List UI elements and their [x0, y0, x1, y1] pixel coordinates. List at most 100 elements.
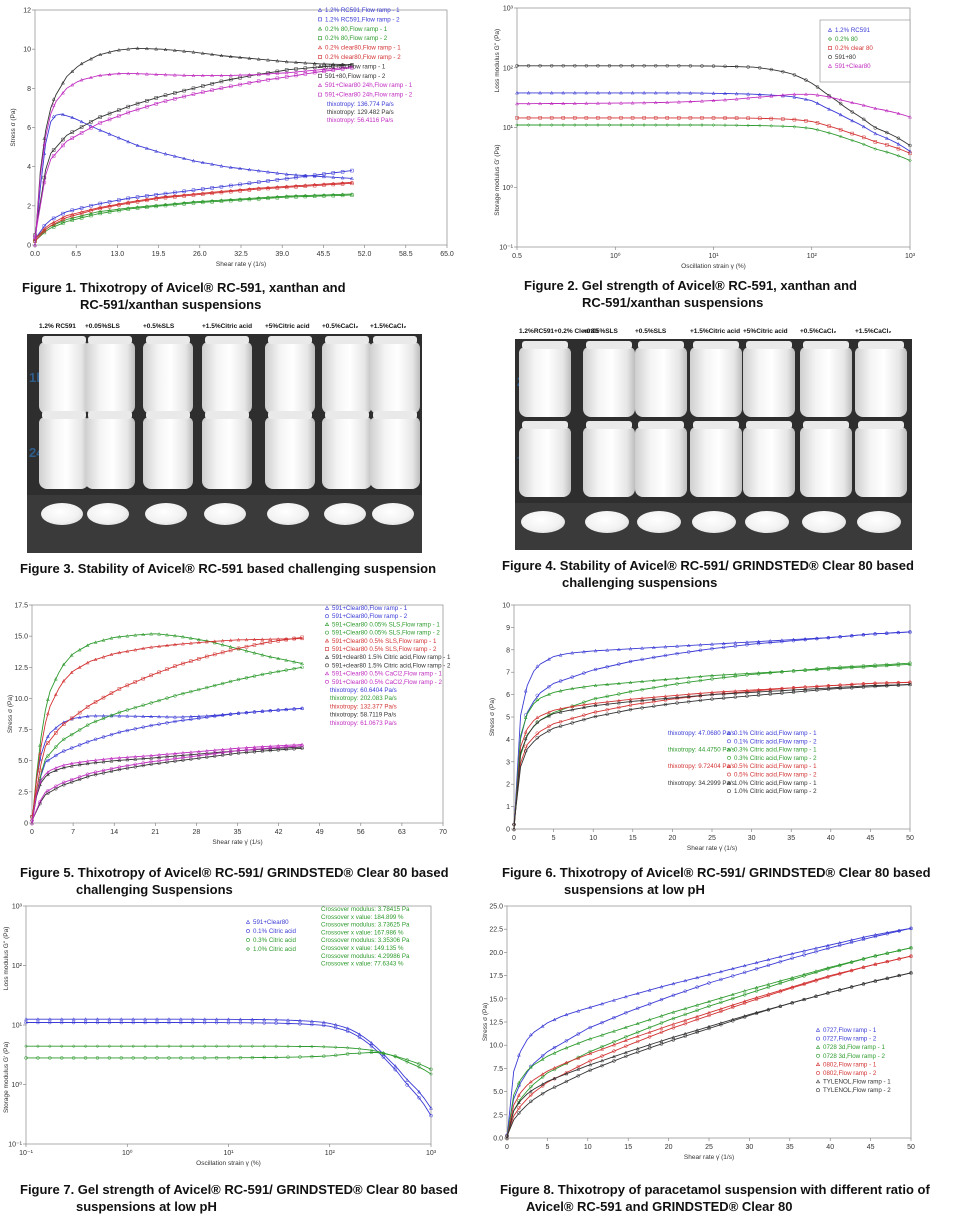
data-point — [181, 691, 185, 696]
data-point — [517, 1111, 521, 1115]
annotation-text: Crossover x value: 184.899 % — [321, 914, 404, 921]
data-point — [850, 664, 854, 669]
figure-8-chart: 0 5 10 15 20 25 30 35 40 45 50 0.0 2.5 5.0 7.5 10.0 12.5… — [482, 898, 932, 1173]
data-point — [849, 960, 854, 965]
data-point — [624, 1011, 628, 1015]
data-point — [181, 641, 185, 646]
data-point — [814, 949, 818, 954]
legend-marker — [318, 92, 322, 97]
data-point — [826, 946, 830, 951]
legend-entry: 591+80,Flow ramp - 1 — [325, 63, 386, 70]
data-point — [228, 84, 233, 89]
data-point — [686, 695, 691, 699]
data-point — [653, 123, 658, 127]
data-point — [143, 1017, 148, 1021]
series-group — [33, 192, 354, 241]
data-point — [98, 128, 103, 132]
data-point — [165, 757, 169, 762]
data-point — [745, 642, 749, 647]
data-point — [528, 1065, 533, 1069]
data-point — [540, 1091, 545, 1096]
data-point — [686, 694, 691, 699]
series-line — [513, 684, 911, 830]
data-point — [535, 715, 540, 719]
data-point — [260, 746, 265, 751]
data-point — [526, 90, 531, 95]
data-point — [191, 86, 196, 91]
data-point — [512, 826, 516, 831]
y-axis-label-top: Loss modulus G'' (Pa) — [494, 29, 501, 93]
data-point — [349, 192, 354, 196]
data-point — [528, 1089, 533, 1093]
data-point — [647, 1002, 652, 1006]
data-point — [547, 692, 551, 696]
data-point — [707, 1013, 711, 1018]
data-point — [564, 1045, 569, 1050]
data-point — [838, 686, 842, 691]
sample-blob — [145, 503, 187, 525]
data-point — [77, 710, 82, 715]
data-point — [322, 69, 326, 73]
data-point — [677, 64, 681, 68]
data-point — [165, 696, 169, 700]
data-point — [116, 135, 121, 140]
data-point — [117, 687, 122, 691]
data-point — [791, 669, 796, 673]
data-point — [908, 151, 912, 156]
data-point — [220, 753, 225, 757]
data-point — [135, 195, 140, 199]
data-point — [238, 1044, 243, 1049]
legend-entry: 0.3% Citric acid — [253, 937, 297, 944]
data-point — [526, 123, 531, 127]
data-point — [665, 90, 670, 95]
data-point — [69, 780, 74, 784]
y-tick-label: 10⁻¹ — [8, 1142, 22, 1149]
data-point — [826, 967, 830, 971]
x-axis-label: Shear rate γ̇ (1/s) — [687, 845, 737, 852]
data-point — [612, 1015, 616, 1020]
sample-jar — [202, 336, 252, 414]
data-point — [38, 768, 42, 773]
data-point — [284, 707, 288, 712]
data-point — [189, 754, 193, 759]
series-line — [513, 631, 911, 825]
data-point — [101, 695, 106, 700]
data-point — [202, 1044, 207, 1049]
data-point — [266, 71, 270, 75]
data-point — [616, 647, 621, 651]
data-point — [62, 780, 66, 785]
legend-marker — [324, 605, 330, 610]
data-point — [607, 101, 612, 105]
data-point — [201, 187, 205, 191]
x-tick-label: 63 — [398, 829, 406, 836]
data-point — [804, 126, 808, 130]
y-tick-label: 25.0 — [489, 904, 503, 911]
data-point — [745, 689, 749, 694]
data-point — [659, 1021, 664, 1025]
figure-7-svg: 10⁻¹ 10⁰ 10¹ 10² 10³10⁻¹10⁰10¹10²10³Oscillat… — [3, 904, 437, 1168]
data-point — [141, 676, 145, 681]
jar-lid — [638, 421, 684, 429]
data-point — [126, 196, 130, 201]
data-point — [612, 1029, 616, 1033]
data-point — [157, 670, 161, 675]
data-point — [861, 682, 866, 686]
data-point — [535, 719, 540, 724]
data-point — [561, 123, 566, 127]
data-point — [873, 934, 878, 939]
jar-lid — [746, 421, 792, 429]
data-point — [754, 989, 759, 993]
data-point — [340, 182, 345, 186]
data-point — [640, 679, 645, 683]
legend-entry: 591+Clear80,Flow ramp - 2 — [332, 613, 408, 620]
data-point — [59, 1017, 64, 1021]
series-line — [31, 638, 303, 824]
data-point — [83, 1044, 88, 1049]
data-point — [133, 765, 138, 769]
data-point — [884, 663, 889, 668]
data-point — [69, 746, 74, 750]
data-point — [584, 123, 589, 127]
data-point — [711, 98, 716, 102]
data-point — [89, 120, 93, 124]
legend-entry: TYLENOL,Flow ramp - 2 — [823, 1087, 891, 1094]
